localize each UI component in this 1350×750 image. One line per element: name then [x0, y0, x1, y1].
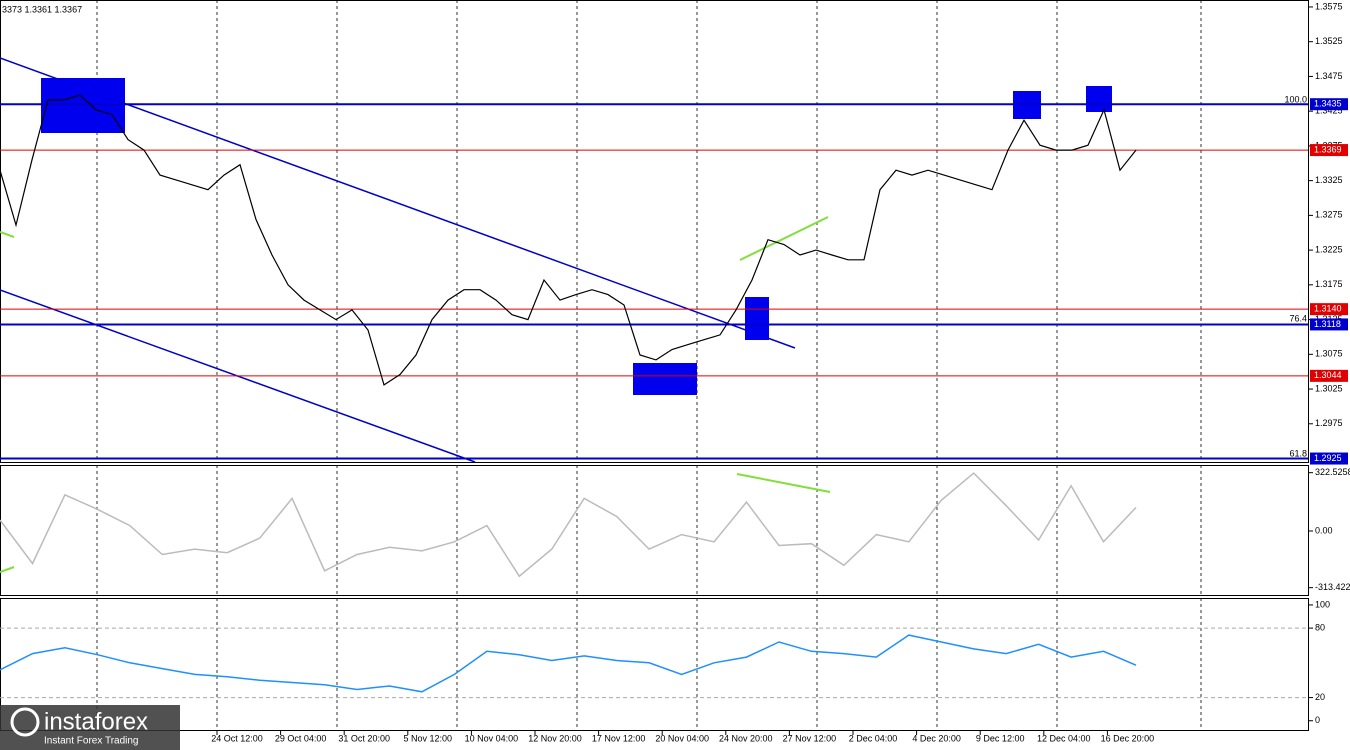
level-label: 1.3435 [1314, 99, 1342, 109]
y-tick-label: 1.3075 [1315, 349, 1343, 359]
time-label: 10 Nov 04:00 [465, 733, 519, 743]
series-line [0, 472, 1137, 578]
time-label: 12 Nov 20:00 [528, 733, 582, 743]
level-label: 1.2925 [1314, 453, 1342, 463]
level-tag [1310, 369, 1348, 382]
y-tick-label: 1.3425 [1315, 106, 1343, 116]
time-label: 5 Nov 12:00 [404, 733, 453, 743]
watermark: instaforex Instant Forex Trading [0, 705, 180, 750]
time-label: 17 Nov 12:00 [592, 733, 646, 743]
time-label: 2 Dec 04:00 [849, 733, 898, 743]
divergence-line [0, 566, 15, 573]
level-tag [1310, 303, 1348, 316]
fib-label: 61.8 [1289, 448, 1307, 458]
level-tag [1310, 98, 1348, 111]
level-tag [1310, 452, 1348, 465]
tagline: Instant Forex Trading [44, 736, 139, 747]
brand: instaforex [44, 708, 148, 735]
series-line [0, 94, 1137, 386]
time-label: 4 Dec 20:00 [912, 733, 961, 743]
level-label: 1.3044 [1314, 370, 1342, 380]
y-tick-label: 1.3475 [1315, 71, 1343, 81]
level-label: 1.3118 [1314, 319, 1341, 329]
level-label: 1.3369 [1314, 144, 1342, 154]
trend-line [0, 57, 796, 349]
level-label: 1.3140 [1314, 304, 1342, 314]
y-tick-label: -313.4224 [1315, 582, 1350, 592]
y-tick-label: 1.3225 [1315, 244, 1343, 254]
time-label: 31 Oct 20:00 [338, 733, 390, 743]
y-tick-label: 1.3025 [1315, 383, 1343, 393]
y-tick-label: 0.00 [1315, 525, 1333, 535]
y-tick-label: 20 [1315, 692, 1325, 702]
y-tick-label: 322.5258 [1315, 467, 1350, 477]
time-label: 20 Nov 04:00 [655, 733, 709, 743]
time-label: 9 Dec 12:00 [976, 733, 1025, 743]
series-line [0, 634, 1137, 693]
y-tick-label: 80 [1315, 622, 1325, 632]
y-tick-label: 1.3275 [1315, 210, 1343, 220]
fib-label: 100.0 [1284, 94, 1307, 104]
zone-box [745, 297, 769, 340]
level-tag [1310, 144, 1348, 157]
y-tick-label: 100 [1315, 599, 1330, 609]
logo [10, 707, 40, 737]
y-tick-label: 1.3575 [1315, 1, 1343, 11]
divergence-line [739, 216, 829, 261]
fib-label: 76.4 [1289, 313, 1307, 323]
time-label: 12 Dec 04:00 [1037, 733, 1091, 743]
divergence-line [736, 473, 831, 493]
time-grid [96, 0, 1202, 730]
y-tick-label: 1.3175 [1315, 279, 1343, 289]
time-label: 29 Oct 04:00 [275, 733, 327, 743]
time-label: 16 Dec 20:00 [1101, 733, 1155, 743]
level-tag [1310, 318, 1348, 331]
zone-box [41, 78, 125, 133]
y-tick-label: 0 [1315, 715, 1320, 725]
y-tick-label: 1.3525 [1315, 36, 1343, 46]
y-tick-label: 1.2975 [1315, 418, 1343, 428]
rsi-panel [0, 598, 1309, 731]
y-tick-label: 1.3325 [1315, 175, 1343, 185]
time-label: 27 Nov 12:00 [783, 733, 837, 743]
time-label: 24 Nov 20:00 [719, 733, 773, 743]
watermark-bg [0, 705, 180, 750]
divergence-line [0, 231, 15, 238]
quote: 3373 1.3361 1.3367 [2, 4, 82, 14]
time-label: 24 Oct 12:00 [211, 733, 263, 743]
zone-box [1086, 86, 1112, 112]
zone-box [633, 363, 697, 395]
